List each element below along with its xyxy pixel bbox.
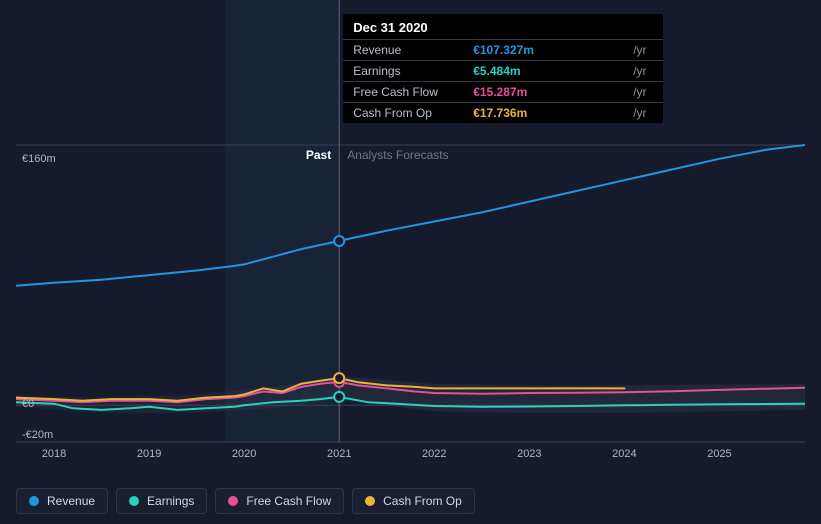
tooltip-row-label: Revenue bbox=[343, 40, 463, 61]
financial-chart[interactable]: Past Analysts Forecasts -€20m €0 €160m 201… bbox=[16, 0, 805, 524]
legend-dot-icon bbox=[365, 496, 375, 506]
tooltip-row-unit: /yr bbox=[623, 82, 663, 103]
tooltip-row-value: €5.484m bbox=[463, 61, 623, 82]
tooltip-date: Dec 31 2020 bbox=[343, 14, 663, 39]
past-section-label: Past bbox=[306, 148, 331, 162]
x-tick-label: 2021 bbox=[327, 448, 351, 460]
chart-tooltip: Dec 31 2020 Revenue€107.327m/yrEarnings€… bbox=[343, 14, 663, 123]
x-tick-label: 2018 bbox=[42, 448, 66, 460]
x-tick-label: 2023 bbox=[517, 448, 541, 460]
x-tick-label: 2025 bbox=[707, 448, 731, 460]
legend-label: Revenue bbox=[47, 494, 95, 508]
tooltip-row: Cash From Op€17.736m/yr bbox=[343, 103, 663, 124]
legend-dot-icon bbox=[228, 496, 238, 506]
legend-item-earnings[interactable]: Earnings bbox=[116, 488, 207, 514]
legend-dot-icon bbox=[29, 496, 39, 506]
tooltip-row-value: €15.287m bbox=[463, 82, 623, 103]
x-tick-label: 2019 bbox=[137, 448, 161, 460]
tooltip-table: Revenue€107.327m/yrEarnings€5.484m/yrFre… bbox=[343, 39, 663, 123]
tooltip-row: Free Cash Flow€15.287m/yr bbox=[343, 82, 663, 103]
tooltip-row-value: €17.736m bbox=[463, 103, 623, 124]
y-tick-label: €160m bbox=[22, 153, 56, 165]
x-tick-label: 2020 bbox=[232, 448, 256, 460]
x-tick-label: 2022 bbox=[422, 448, 446, 460]
legend-dot-icon bbox=[129, 496, 139, 506]
tooltip-row-label: Cash From Op bbox=[343, 103, 463, 124]
tooltip-row-label: Free Cash Flow bbox=[343, 82, 463, 103]
y-tick-label: -€20m bbox=[22, 429, 53, 441]
legend-item-revenue[interactable]: Revenue bbox=[16, 488, 108, 514]
chart-legend: Revenue Earnings Free Cash Flow Cash From O… bbox=[16, 488, 475, 514]
x-tick-label: 2024 bbox=[612, 448, 636, 460]
forecast-section-label: Analysts Forecasts bbox=[347, 148, 448, 162]
tooltip-row-unit: /yr bbox=[623, 61, 663, 82]
legend-label: Free Cash Flow bbox=[246, 494, 331, 508]
legend-label: Earnings bbox=[147, 494, 194, 508]
legend-item-cfo[interactable]: Cash From Op bbox=[352, 488, 475, 514]
legend-item-fcf[interactable]: Free Cash Flow bbox=[215, 488, 344, 514]
tooltip-row-label: Earnings bbox=[343, 61, 463, 82]
tooltip-row: Revenue€107.327m/yr bbox=[343, 40, 663, 61]
y-tick-label: €0 bbox=[22, 398, 34, 410]
tooltip-row-unit: /yr bbox=[623, 40, 663, 61]
tooltip-row-value: €107.327m bbox=[463, 40, 623, 61]
tooltip-row: Earnings€5.484m/yr bbox=[343, 61, 663, 82]
legend-label: Cash From Op bbox=[383, 494, 462, 508]
tooltip-row-unit: /yr bbox=[623, 103, 663, 124]
